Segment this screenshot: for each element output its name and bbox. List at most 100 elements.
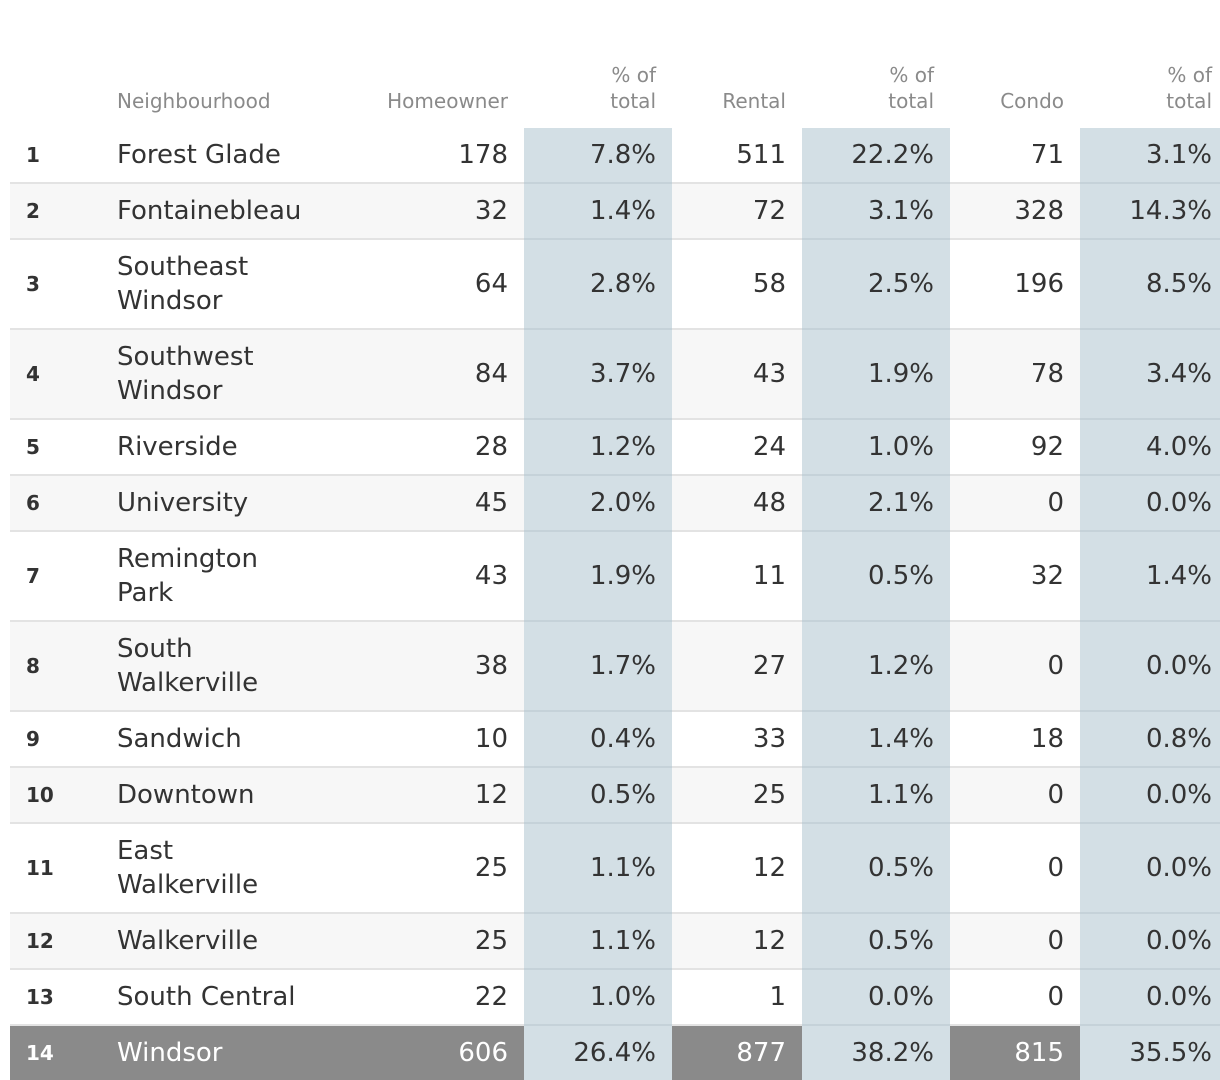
row-homeowner-pct: 1.4% <box>524 183 672 240</box>
row-rental-pct: 0.5% <box>802 913 950 970</box>
row-condo: 0 <box>950 969 1080 1026</box>
row-homeowner: 25 <box>318 913 524 970</box>
row-homeowner: 10 <box>318 711 524 768</box>
row-neighbourhood: Fontainebleau <box>96 183 318 240</box>
table-row: 13 South Central 22 1.0% 1 0.0% 0 0.0% <box>10 969 1220 1026</box>
total-row: 14 Windsor 606 26.4% 877 38.2% 815 35.5% <box>10 1025 1220 1080</box>
row-condo: 71 <box>950 128 1080 184</box>
row-rental: 43 <box>672 329 802 420</box>
row-rental-pct: 0.5% <box>802 531 950 622</box>
row-rank: 11 <box>10 823 96 914</box>
row-homeowner-pct: 1.2% <box>524 419 672 476</box>
header-rank <box>10 0 96 128</box>
row-condo: 78 <box>950 329 1080 420</box>
row-rental: 58 <box>672 239 802 330</box>
row-neighbourhood: Southeast Windsor <box>96 239 318 330</box>
row-homeowner: 38 <box>318 621 524 712</box>
row-condo-pct: 8.5% <box>1080 239 1220 330</box>
row-rank: 9 <box>10 711 96 768</box>
row-homeowner-pct: 3.7% <box>524 329 672 420</box>
row-homeowner-pct: 7.8% <box>524 128 672 184</box>
row-homeowner: 45 <box>318 475 524 532</box>
row-homeowner-pct: 1.0% <box>524 969 672 1026</box>
row-rental-pct: 1.4% <box>802 711 950 768</box>
header-rental-pct: % of total <box>888 63 934 113</box>
row-rank: 2 <box>10 183 96 240</box>
table-row: 7 Remington Park 43 1.9% 11 0.5% 32 1.4% <box>10 531 1220 622</box>
row-condo-pct: 0.0% <box>1080 913 1220 970</box>
row-homeowner: 25 <box>318 823 524 914</box>
row-homeowner-pct: 1.9% <box>524 531 672 622</box>
header-homeowner-pct: % of total <box>610 63 656 113</box>
row-condo-pct: 3.4% <box>1080 329 1220 420</box>
row-rental: 11 <box>672 531 802 622</box>
row-homeowner: 32 <box>318 183 524 240</box>
row-rank: 10 <box>10 767 96 824</box>
row-condo: 0 <box>950 621 1080 712</box>
row-rank: 5 <box>10 419 96 476</box>
row-condo-pct: 0.0% <box>1080 767 1220 824</box>
row-neighbourhood: Remington Park <box>96 531 318 622</box>
row-neighbourhood: South Walkerville <box>96 621 318 712</box>
row-neighbourhood: East Walkerville <box>96 823 318 914</box>
row-rental: 33 <box>672 711 802 768</box>
row-homeowner: 84 <box>318 329 524 420</box>
row-rental: 12 <box>672 823 802 914</box>
row-rental: 511 <box>672 128 802 184</box>
row-rank: 7 <box>10 531 96 622</box>
table-row: 11 East Walkerville 25 1.1% 12 0.5% 0 0.0% <box>10 823 1220 914</box>
row-condo: 92 <box>950 419 1080 476</box>
row-homeowner: 43 <box>318 531 524 622</box>
row-rank: 6 <box>10 475 96 532</box>
row-neighbourhood: Forest Glade <box>96 128 318 184</box>
row-rank: 4 <box>10 329 96 420</box>
data-table-container: Neighbourhood Homeowner % of total Rental… <box>10 0 1220 1080</box>
row-neighbourhood: South Central <box>96 969 318 1026</box>
row-rental-pct: 2.5% <box>802 239 950 330</box>
header-condo: Condo <box>1000 89 1064 113</box>
row-rank: 14 <box>10 1025 96 1080</box>
row-homeowner-pct: 1.1% <box>524 823 672 914</box>
row-homeowner: 22 <box>318 969 524 1026</box>
row-homeowner-pct: 2.0% <box>524 475 672 532</box>
table-row: 12 Walkerville 25 1.1% 12 0.5% 0 0.0% <box>10 913 1220 970</box>
row-rank: 8 <box>10 621 96 712</box>
table-row: 6 University 45 2.0% 48 2.1% 0 0.0% <box>10 475 1220 532</box>
table-row: 8 South Walkerville 38 1.7% 27 1.2% 0 0.0% <box>10 621 1220 712</box>
row-condo: 815 <box>950 1025 1080 1080</box>
row-homeowner-pct: 1.7% <box>524 621 672 712</box>
table-row: 9 Sandwich 10 0.4% 33 1.4% 18 0.8% <box>10 711 1220 768</box>
header-neighbourhood: Neighbourhood <box>117 89 271 113</box>
row-neighbourhood: Downtown <box>96 767 318 824</box>
row-rental-pct: 22.2% <box>802 128 950 184</box>
row-homeowner: 64 <box>318 239 524 330</box>
table-row: 3 Southeast Windsor 64 2.8% 58 2.5% 196 8.5% <box>10 239 1220 330</box>
row-rental-pct: 1.2% <box>802 621 950 712</box>
row-rental: 877 <box>672 1025 802 1080</box>
header-condo-pct: % of total <box>1166 63 1212 113</box>
row-condo: 0 <box>950 823 1080 914</box>
table-body: 1 Forest Glade 178 7.8% 511 22.2% 71 3.1% 2 Fonta… <box>10 128 1220 1080</box>
row-homeowner-pct: 2.8% <box>524 239 672 330</box>
row-neighbourhood: Southwest Windsor <box>96 329 318 420</box>
row-rental-pct: 38.2% <box>802 1025 950 1080</box>
row-condo-pct: 14.3% <box>1080 183 1220 240</box>
row-rental: 12 <box>672 913 802 970</box>
row-condo: 18 <box>950 711 1080 768</box>
row-condo: 0 <box>950 475 1080 532</box>
row-homeowner: 28 <box>318 419 524 476</box>
row-neighbourhood: Riverside <box>96 419 318 476</box>
row-rental: 1 <box>672 969 802 1026</box>
row-rental: 25 <box>672 767 802 824</box>
row-rental-pct: 0.5% <box>802 823 950 914</box>
row-rental-pct: 2.1% <box>802 475 950 532</box>
row-neighbourhood: Sandwich <box>96 711 318 768</box>
row-homeowner: 12 <box>318 767 524 824</box>
row-homeowner-pct: 26.4% <box>524 1025 672 1080</box>
header-homeowner: Homeowner <box>387 89 508 113</box>
row-condo: 328 <box>950 183 1080 240</box>
table-row: 10 Downtown 12 0.5% 25 1.1% 0 0.0% <box>10 767 1220 824</box>
row-neighbourhood: Windsor <box>96 1025 318 1080</box>
row-condo-pct: 0.0% <box>1080 969 1220 1026</box>
row-condo: 196 <box>950 239 1080 330</box>
